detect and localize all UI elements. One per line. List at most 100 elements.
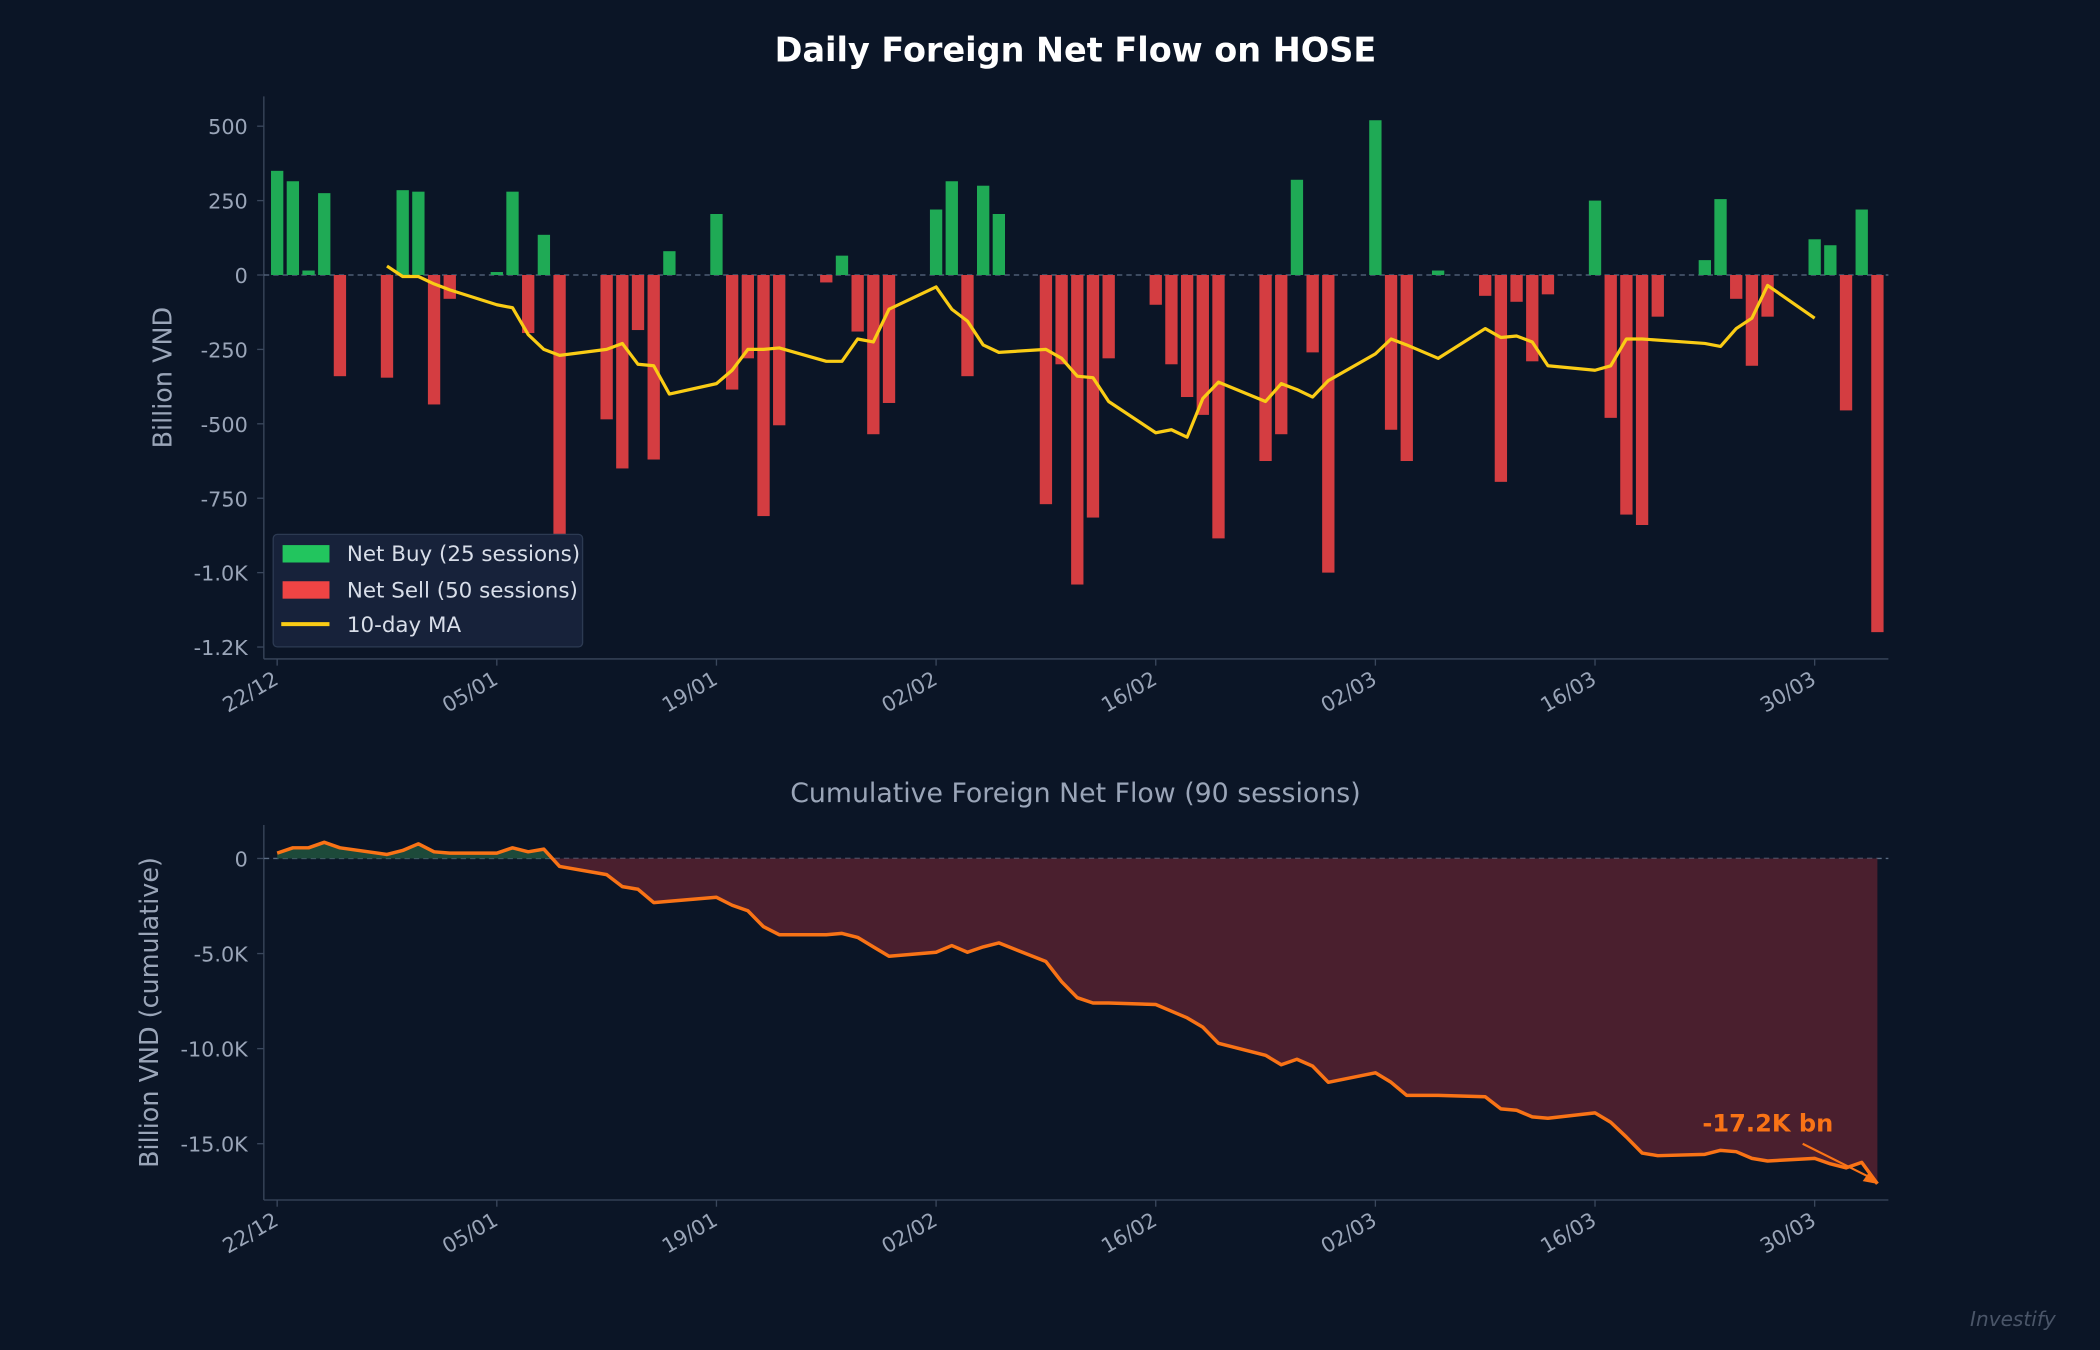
net-buy-bar bbox=[929, 209, 943, 275]
net-buy-bar bbox=[945, 181, 958, 275]
x-tick-label: 22/12 bbox=[219, 667, 283, 718]
y-tick-label: -750 bbox=[201, 487, 248, 511]
net-sell-bar bbox=[1196, 275, 1209, 415]
x-tick-label: 16/02 bbox=[1097, 1208, 1161, 1259]
annotation-label: -17.2K bn bbox=[1702, 1110, 1833, 1138]
net-sell-bar bbox=[961, 275, 974, 377]
legend-swatch-sell bbox=[282, 581, 330, 599]
net-sell-bar bbox=[1322, 275, 1335, 573]
net-sell-bar bbox=[1761, 275, 1774, 317]
legend-label-sell: Net Sell (50 sessions) bbox=[347, 578, 578, 603]
net-sell-bar bbox=[1275, 275, 1288, 435]
daily-flow-plot: 500 250 0 -250 -500 -750 -1.0K -1.2K 22/12 05/01 1… bbox=[194, 96, 1889, 717]
net-sell-bar bbox=[631, 275, 645, 331]
x-tick-label: 30/03 bbox=[1756, 667, 1820, 718]
net-sell-bar bbox=[757, 275, 770, 517]
net-sell-bar bbox=[820, 275, 833, 283]
x-tick-label: 02/03 bbox=[1317, 667, 1381, 718]
x-tick-label: 16/03 bbox=[1536, 667, 1600, 718]
net-buy-bar bbox=[396, 190, 409, 275]
x-tick-label: 22/12 bbox=[219, 1208, 283, 1259]
x-tick-label: 02/03 bbox=[1317, 1208, 1381, 1259]
x-tick-label: 02/02 bbox=[877, 667, 941, 718]
cumulative-line bbox=[276, 840, 1879, 1185]
y-tick-label: 250 bbox=[208, 190, 248, 214]
net-sell-bar bbox=[1494, 275, 1508, 482]
net-sell-bar bbox=[1635, 275, 1649, 525]
legend-swatch-buy bbox=[282, 545, 330, 563]
net-sell-bar bbox=[851, 275, 864, 332]
net-sell-bar bbox=[1039, 275, 1053, 505]
net-sell-bar bbox=[1102, 275, 1115, 359]
net-sell-bar bbox=[1165, 275, 1178, 365]
y-tick-label: -5.0K bbox=[194, 943, 249, 967]
net-buy-bar bbox=[663, 251, 676, 275]
net-sell-bar bbox=[1400, 275, 1413, 462]
x-tick-label: 19/01 bbox=[658, 667, 722, 718]
net-sell-bar bbox=[1730, 275, 1743, 299]
y-tick-label: 500 bbox=[208, 115, 248, 139]
net-buy-bar bbox=[286, 181, 300, 275]
net-buy-bar bbox=[537, 234, 551, 275]
net-sell-bar bbox=[1384, 275, 1398, 430]
bottom-y-axis-label: Billion VND (cumulative) bbox=[134, 857, 164, 1168]
net-buy-bar bbox=[412, 191, 425, 275]
net-sell-bar bbox=[1055, 275, 1068, 365]
x-tick-label: 02/02 bbox=[877, 1208, 941, 1259]
net-sell-bar bbox=[1212, 275, 1225, 539]
net-sell-bar bbox=[1871, 275, 1884, 633]
y-tick-label: 0 bbox=[235, 264, 248, 288]
watermark: Investify bbox=[1970, 1307, 2057, 1331]
net-buy-bar bbox=[1431, 270, 1445, 275]
net-sell-bar bbox=[1745, 275, 1759, 366]
y-tick-label: -10.0K bbox=[180, 1038, 249, 1062]
net-buy-bar bbox=[835, 255, 849, 275]
net-buy-bar bbox=[1290, 179, 1304, 275]
net-buy-bar bbox=[318, 193, 331, 275]
net-sell-bar bbox=[741, 275, 754, 359]
y-tick-label: -500 bbox=[201, 413, 248, 437]
net-sell-bar bbox=[553, 275, 566, 537]
annotation-arrow bbox=[1802, 1142, 1873, 1180]
net-sell-bar bbox=[867, 275, 880, 435]
net-buy-bar bbox=[1824, 245, 1837, 275]
net-buy-bar bbox=[1698, 260, 1711, 275]
legend-label-ma: 10-day MA bbox=[347, 613, 462, 638]
net-sell-bar bbox=[882, 275, 896, 403]
cumulative-flow-plot: 0 -5.0K -10.0K -15.0K 22/12 05/01 19/01 02/02 16… bbox=[180, 824, 1889, 1259]
net-sell-bar bbox=[443, 275, 456, 299]
chart-title: Daily Foreign Net Flow on HOSE bbox=[775, 31, 1377, 70]
net-sell-bar bbox=[333, 275, 347, 377]
top-y-axis-label: Billion VND bbox=[147, 307, 177, 449]
net-buy-bar bbox=[1714, 199, 1727, 275]
y-tick-label: -250 bbox=[201, 338, 248, 362]
y-tick-label: -15.0K bbox=[180, 1133, 249, 1157]
net-sell-bar bbox=[1541, 275, 1555, 295]
x-tick-label: 16/03 bbox=[1536, 1208, 1600, 1259]
x-tick-label: 30/03 bbox=[1756, 1208, 1820, 1259]
net-sell-bar bbox=[773, 275, 786, 426]
x-tick-label: 19/01 bbox=[658, 1208, 722, 1259]
net-sell-bar bbox=[1306, 275, 1319, 353]
net-sell-bar bbox=[1510, 275, 1523, 302]
net-sell-bar bbox=[1604, 275, 1617, 418]
x-tick-label: 16/02 bbox=[1097, 667, 1161, 718]
net-sell-bar bbox=[1086, 275, 1100, 518]
net-sell-bar bbox=[427, 275, 441, 405]
net-buy-bar bbox=[490, 272, 503, 275]
net-sell-bar bbox=[1149, 275, 1162, 305]
net-sell-bar bbox=[1071, 275, 1084, 585]
ma-line bbox=[386, 264, 1816, 439]
net-buy-bar bbox=[271, 170, 284, 275]
net-sell-bar bbox=[1180, 275, 1194, 398]
net-buy-bar bbox=[1369, 120, 1382, 275]
y-tick-label: 0 bbox=[235, 848, 248, 872]
annotation-arrowhead-icon bbox=[1862, 1171, 1878, 1184]
net-buy-bar bbox=[1588, 200, 1602, 275]
net-sell-bar bbox=[1479, 275, 1492, 296]
legend-label-buy: Net Buy (25 sessions) bbox=[347, 542, 580, 567]
net-buy-bar bbox=[1855, 209, 1868, 275]
net-buy-bar bbox=[506, 191, 519, 275]
net-sell-bar bbox=[1839, 275, 1853, 411]
